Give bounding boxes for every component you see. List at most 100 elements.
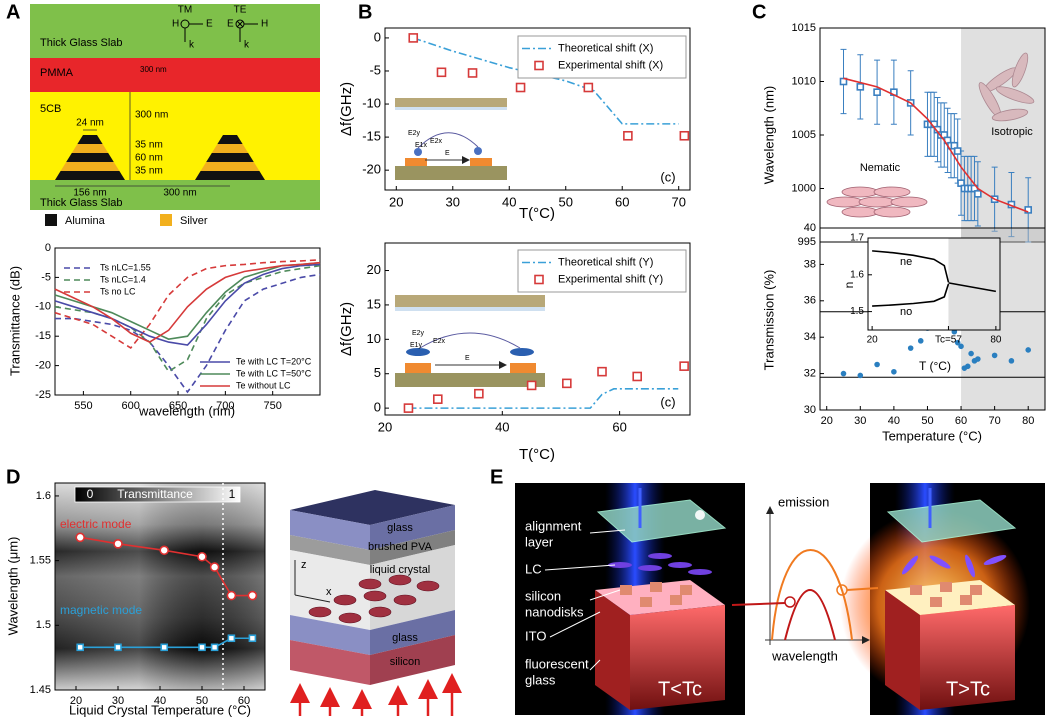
film (395, 107, 507, 110)
marker (964, 363, 971, 370)
marker (75, 532, 85, 543)
field-label: k (189, 40, 195, 51)
line (544, 564, 616, 571)
layer-label: glass (387, 522, 413, 534)
path (784, 589, 836, 641)
marker (436, 67, 447, 78)
x-tick-label: 40 (888, 415, 900, 427)
state-label: T<Tc (658, 678, 702, 700)
field-label: E2y (408, 130, 421, 137)
x-tick-label: 70 (671, 194, 685, 209)
marker (968, 350, 974, 357)
panel-label: A (6, 1, 20, 23)
x-tick-label: 20 (867, 335, 879, 346)
marker (159, 545, 169, 556)
x-tick-label: 50 (559, 194, 573, 209)
y-axis-label: Δf(GHz) (338, 82, 355, 136)
ellipse (995, 86, 1035, 104)
g (608, 553, 712, 575)
pva-side (370, 530, 455, 565)
circle (784, 596, 796, 608)
ellipse (668, 562, 692, 568)
x-tick-label: 40 (154, 695, 166, 707)
series-line (55, 273, 321, 394)
plot-frame (867, 237, 1001, 331)
state-label: T>Tc (946, 678, 990, 700)
silicon-side (370, 635, 455, 685)
x-tick-label: 20 (378, 419, 392, 434)
y-tick-label: 1.6 (850, 269, 864, 280)
x-tick-label: Tc=57 (935, 335, 962, 346)
diagram-a: Thick Glass Slab PMMA 5CB Thick Glass Sl… (30, 4, 320, 227)
y-tick-label: 1.55 (30, 555, 51, 567)
ellipse (890, 196, 928, 208)
ellipse (929, 555, 951, 569)
particle (414, 148, 422, 156)
x-tick-label: 50 (196, 695, 208, 707)
y-tick-label: 0 (374, 29, 381, 44)
polarization-label: TE (234, 5, 247, 16)
rect (620, 585, 632, 595)
dimension-label: 300 nm (135, 110, 168, 121)
silicon-front (290, 640, 370, 685)
y-tick-label: 36 (804, 295, 816, 307)
series-line (54, 261, 321, 343)
polarization-label: TM (178, 5, 192, 16)
x-tick-label: 650 (169, 400, 187, 412)
marker (562, 378, 572, 389)
polygon (596, 499, 727, 543)
layer-label: 5CB (40, 103, 61, 115)
dimension-label: 300 nm (163, 188, 196, 199)
particle (406, 348, 430, 356)
label: ITO (525, 628, 546, 643)
field-label: E2y (412, 330, 425, 337)
y-tick-label: -10 (35, 301, 51, 313)
annotation: Isotropic (991, 126, 1033, 138)
y-tick-label: -5 (41, 271, 51, 283)
marker (975, 356, 981, 362)
device-left (595, 488, 727, 710)
marker (873, 88, 881, 96)
polygon (920, 605, 1015, 710)
label: LC (525, 561, 542, 576)
arc (417, 132, 479, 149)
ellipse (841, 186, 879, 198)
y-tick-label: 5 (374, 365, 381, 380)
y-tick-label: 20 (367, 262, 381, 277)
marker (958, 343, 964, 350)
field-label: H (172, 19, 179, 30)
y-axis-label: n (842, 282, 856, 289)
label: glass (525, 672, 556, 687)
x-tick-label: 40 (495, 419, 509, 434)
layer-label: liquid crystal (370, 564, 431, 576)
x-axis-label: Temperature (°C) (882, 428, 982, 443)
layer-label: Thick Glass Slab (40, 197, 123, 209)
field-label: E1y (410, 342, 423, 349)
legend-label: Silver (180, 215, 208, 227)
series-line (54, 261, 321, 340)
y-tick-label: 1.45 (30, 684, 51, 696)
colorbar-label: 1 (229, 487, 236, 501)
substrate (395, 373, 545, 387)
series-line (412, 37, 679, 125)
dimension-label: 300 nm (140, 65, 167, 74)
marker (583, 82, 594, 93)
y-tick-label: 1.6 (36, 490, 51, 502)
series-line (54, 263, 321, 346)
ellipse (608, 562, 632, 568)
marker (113, 539, 123, 549)
ellipse (368, 606, 392, 618)
y-axis-label: Wavelength (nm) (761, 86, 776, 185)
y-tick-label: 1.5 (850, 306, 864, 317)
substrate (395, 295, 545, 307)
label: nanodisks (525, 604, 584, 619)
layer-label: brushed PVA (368, 541, 433, 553)
plot-frame (819, 227, 1046, 411)
line (589, 659, 601, 671)
rect (930, 597, 942, 607)
x-tick-label: 60 (955, 415, 967, 427)
marker (991, 352, 998, 359)
marker (679, 130, 690, 141)
marker (597, 366, 607, 377)
ellipse (688, 569, 712, 575)
